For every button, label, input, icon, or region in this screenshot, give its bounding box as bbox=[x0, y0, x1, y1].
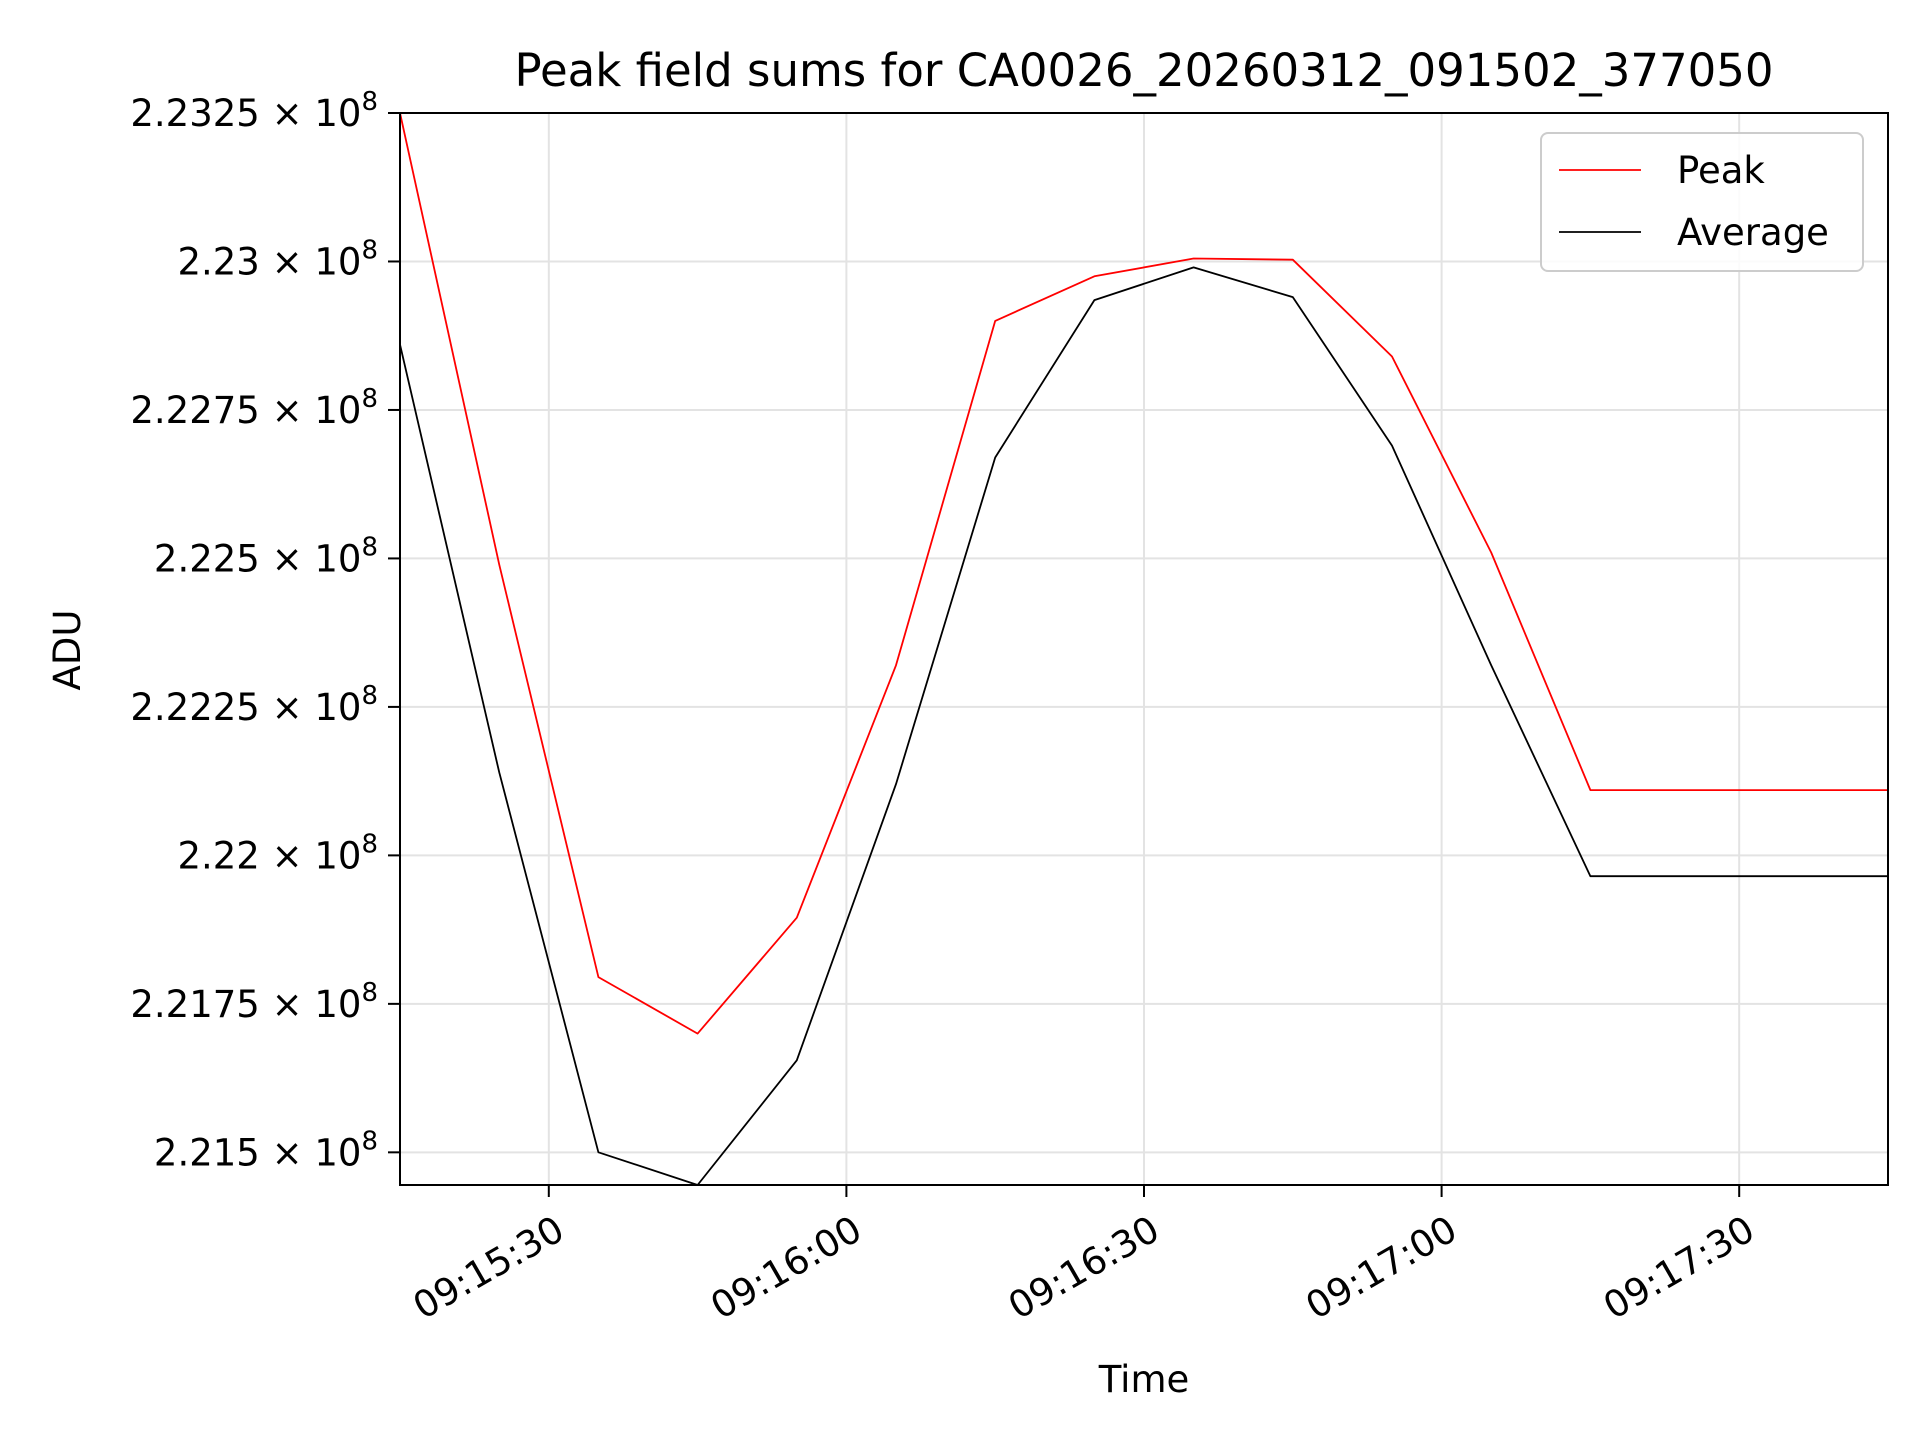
chart-title: Peak field sums for CA0026_20260312_0915… bbox=[514, 44, 1773, 97]
y-tick-label: 2.225 × 108 bbox=[154, 532, 378, 580]
y-tick-multiplier: × 10 bbox=[260, 389, 362, 432]
grid bbox=[400, 112, 1888, 1185]
y-tick-mantissa: 2.22 bbox=[177, 834, 259, 877]
y-tick-label: 2.23 × 108 bbox=[177, 235, 378, 283]
series-line-peak bbox=[399, 112, 1888, 1035]
y-tick-multiplier: × 10 bbox=[260, 537, 362, 580]
y-tick-multiplier: × 10 bbox=[260, 686, 362, 729]
legend-label-average: Average bbox=[1677, 211, 1829, 254]
y-tick-multiplier: × 10 bbox=[260, 834, 362, 877]
x-axis-label: Time bbox=[1098, 1358, 1190, 1401]
y-tick-exponent: 8 bbox=[361, 532, 378, 562]
y-tick-label: 2.2225 × 108 bbox=[130, 681, 378, 729]
y-axis-label: ADU bbox=[46, 610, 89, 691]
y-tick-exponent: 8 bbox=[361, 829, 378, 859]
y-tick-mantissa: 2.225 bbox=[154, 537, 260, 580]
legend-label-peak: Peak bbox=[1677, 149, 1765, 192]
y-tick-label: 2.2325 × 108 bbox=[130, 87, 378, 135]
y-tick-exponent: 8 bbox=[361, 1126, 378, 1156]
y-tick-exponent: 8 bbox=[361, 384, 378, 414]
y-tick-exponent: 8 bbox=[361, 235, 378, 265]
y-tick-exponent: 8 bbox=[361, 978, 378, 1008]
y-tick-label: 2.215 × 108 bbox=[154, 1126, 378, 1174]
series-line-average bbox=[399, 266, 1888, 1186]
y-tick-mantissa: 2.23 bbox=[177, 240, 259, 283]
y-tick-mantissa: 2.2175 bbox=[130, 983, 259, 1026]
y-tick-exponent: 8 bbox=[361, 681, 378, 711]
y-tick-multiplier: × 10 bbox=[260, 983, 362, 1026]
y-tick-label: 2.2175 × 108 bbox=[130, 978, 378, 1026]
y-tick-label: 2.2275 × 108 bbox=[130, 384, 378, 432]
y-tick-mantissa: 2.2325 bbox=[130, 92, 259, 135]
y-tick-exponent: 8 bbox=[361, 87, 378, 117]
y-tick-multiplier: × 10 bbox=[260, 1131, 362, 1174]
y-tick-multiplier: × 10 bbox=[260, 92, 362, 135]
y-tick-multiplier: × 10 bbox=[260, 240, 362, 283]
legend-box bbox=[1540, 132, 1864, 272]
y-tick-mantissa: 2.215 bbox=[154, 1131, 260, 1174]
y-tick-label: 2.22 × 108 bbox=[177, 829, 378, 877]
y-tick-mantissa: 2.2275 bbox=[130, 389, 259, 432]
series-lines bbox=[399, 112, 1888, 1186]
y-tick-mantissa: 2.2225 bbox=[130, 686, 259, 729]
legend: Peak Average bbox=[1540, 132, 1864, 272]
